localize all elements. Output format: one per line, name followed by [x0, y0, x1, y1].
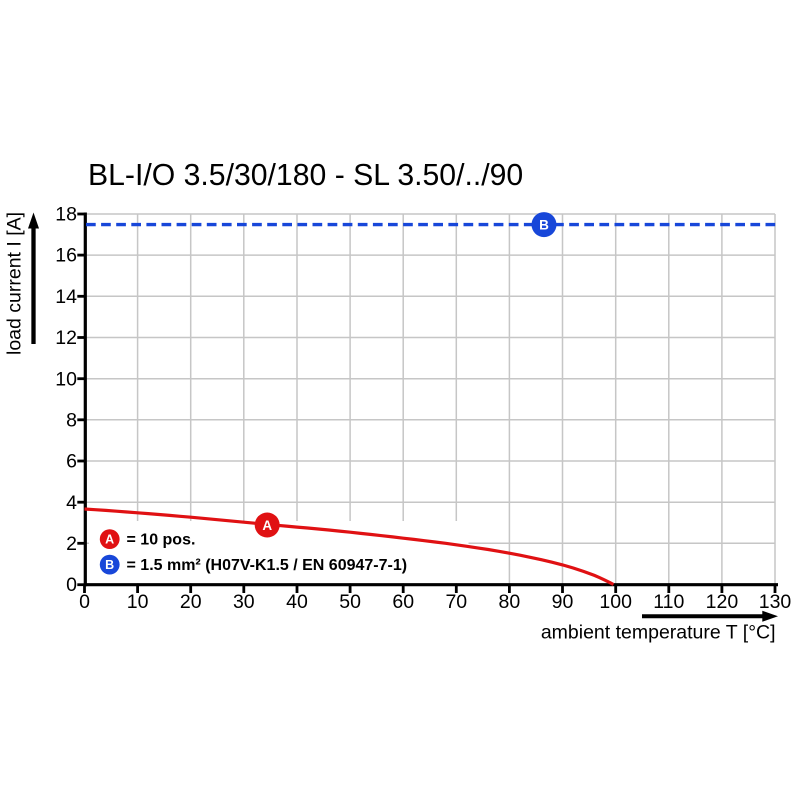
svg-text:60: 60 — [392, 591, 414, 613]
svg-text:100: 100 — [599, 591, 632, 613]
svg-text:90: 90 — [552, 591, 574, 613]
svg-text:ambient temperature T [°C]: ambient temperature T [°C] — [541, 622, 776, 644]
svg-text:= 10 pos.: = 10 pos. — [127, 531, 196, 548]
svg-text:40: 40 — [286, 591, 308, 613]
svg-text:20: 20 — [180, 591, 202, 613]
svg-text:70: 70 — [445, 591, 467, 613]
svg-text:16: 16 — [55, 245, 77, 267]
svg-text:50: 50 — [339, 591, 361, 613]
svg-text:0: 0 — [66, 574, 77, 596]
svg-text:120: 120 — [706, 591, 739, 613]
svg-text:18: 18 — [55, 204, 77, 226]
svg-text:30: 30 — [233, 591, 255, 613]
svg-text:6: 6 — [66, 451, 77, 473]
svg-text:12: 12 — [55, 327, 77, 349]
svg-text:B: B — [105, 558, 114, 572]
svg-text:110: 110 — [653, 591, 684, 613]
svg-text:A: A — [105, 533, 114, 547]
svg-text:= 1.5 mm² (H07V-K1.5 / EN 6094: = 1.5 mm² (H07V-K1.5 / EN 60947-7-1) — [127, 557, 408, 574]
svg-text:0: 0 — [79, 591, 90, 613]
svg-text:A: A — [262, 518, 272, 533]
svg-text:10: 10 — [127, 591, 149, 613]
svg-text:80: 80 — [499, 591, 521, 613]
svg-text:8: 8 — [66, 409, 77, 431]
svg-text:14: 14 — [55, 286, 77, 308]
svg-text:BL-I/O 3.5/30/180 - SL 3.50/..: BL-I/O 3.5/30/180 - SL 3.50/../90 — [88, 159, 523, 192]
svg-text:B: B — [539, 218, 549, 233]
svg-text:4: 4 — [66, 492, 77, 514]
svg-text:load current I [A]: load current I [A] — [4, 212, 26, 355]
svg-text:2: 2 — [66, 533, 77, 555]
svg-text:130: 130 — [759, 591, 792, 613]
svg-text:10: 10 — [55, 368, 77, 390]
